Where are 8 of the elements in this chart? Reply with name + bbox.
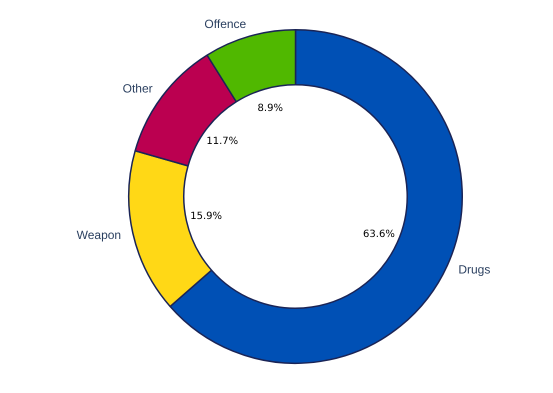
data-label: 63.6% — [363, 228, 395, 240]
slice-label: Drugs — [458, 262, 490, 277]
data-label: 15.9% — [190, 211, 222, 222]
data-label: 11.7% — [206, 136, 238, 148]
slice-label: Other — [122, 81, 153, 96]
slice-label: Offence — [204, 16, 247, 31]
slice-label: Weapon — [76, 228, 122, 242]
data-label: 8.9% — [258, 103, 283, 114]
